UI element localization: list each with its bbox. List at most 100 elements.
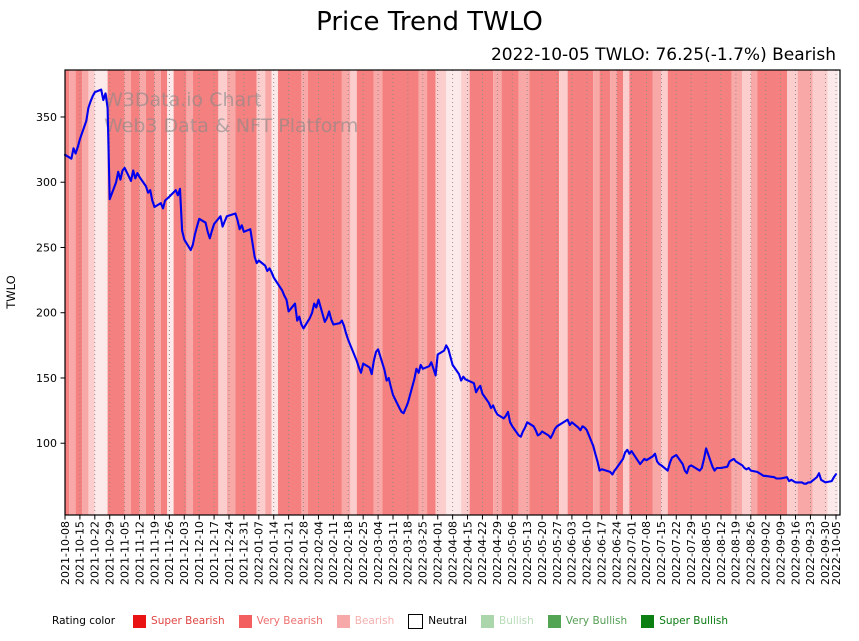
- rating-band: [154, 70, 161, 515]
- x-tick-label: 2022-05-27: [551, 521, 564, 585]
- rating-band: [757, 70, 788, 515]
- bullish-label: Bullish: [499, 615, 534, 627]
- x-tick-label: 2022-08-05: [700, 521, 713, 585]
- x-tick-label: 2022-06-10: [581, 521, 594, 585]
- bearish-swatch: [336, 614, 350, 628]
- rating-band: [493, 70, 502, 515]
- x-tick-label: 2022-04-08: [446, 521, 459, 585]
- rating-band: [235, 70, 257, 515]
- rating-band: [750, 70, 758, 515]
- rating-band: [382, 70, 419, 515]
- x-tick-label: 2022-03-11: [387, 521, 400, 585]
- x-tick-label: 2022-06-03: [566, 521, 579, 585]
- very-bullish-label: Very Bullish: [565, 615, 628, 627]
- rating-band: [661, 70, 668, 515]
- x-tick-label: 2022-02-25: [357, 521, 370, 585]
- legend-item-bearish: Bearish: [336, 614, 395, 628]
- rating-band: [667, 70, 732, 515]
- x-tick-label: 2022-04-22: [476, 521, 489, 585]
- rating-band: [446, 70, 462, 515]
- x-tick-label: 2022-01-21: [282, 521, 295, 585]
- rating-band: [145, 70, 155, 515]
- rating-band: [427, 70, 436, 515]
- y-tick-label: 250: [36, 241, 57, 254]
- y-tick-label: 200: [36, 307, 57, 320]
- x-tick-label: 2022-04-29: [491, 521, 504, 585]
- x-tick-label: 2022-06-17: [596, 521, 609, 585]
- very-bearish-swatch: [238, 614, 252, 628]
- bearish-label: Bearish: [354, 615, 395, 627]
- x-tick-label: 2022-07-29: [685, 521, 698, 585]
- rating-band: [307, 70, 342, 515]
- x-tick-label: 2022-01-28: [297, 521, 310, 585]
- x-tick-label: 2022-09-16: [789, 521, 802, 585]
- rating-band: [418, 70, 428, 515]
- x-tick-label: 2022-09-02: [760, 521, 773, 585]
- rating-band: [623, 70, 630, 515]
- x-tick-label: 2022-08-26: [745, 521, 758, 585]
- rating-band: [75, 70, 83, 515]
- price-series-line: [63, 88, 838, 485]
- x-tick-label: 2022-02-18: [342, 521, 355, 585]
- x-tick-label: 2022-01-14: [268, 521, 281, 585]
- x-tick-label: 2022-04-01: [432, 521, 445, 585]
- y-tick-label: 350: [36, 111, 57, 124]
- super-bullish-label: Super Bullish: [659, 615, 729, 627]
- x-tick-label: 2022-03-04: [372, 521, 385, 585]
- x-tick-label: 2022-07-15: [655, 521, 668, 585]
- rating-band: [226, 70, 236, 515]
- rating-band: [107, 70, 125, 515]
- x-tick-label: 2021-11-05: [118, 521, 131, 585]
- x-tick-label: 2021-12-24: [223, 521, 236, 585]
- rating-band: [160, 70, 168, 515]
- super-bullish-swatch: [641, 614, 655, 628]
- x-tick-label: 2022-03-18: [402, 521, 415, 585]
- x-tick-label: 2021-11-19: [148, 521, 161, 585]
- x-tick-label: 2022-07-22: [670, 521, 683, 585]
- x-tick-label: 2022-08-19: [730, 521, 743, 585]
- rating-band: [173, 70, 187, 515]
- legend-item-very-bearish: Very Bearish: [238, 614, 323, 628]
- rating-band: [356, 70, 374, 515]
- rating-band: [593, 70, 600, 515]
- x-tick-label: 2022-03-25: [417, 521, 430, 585]
- chart-title: Price Trend TWLO: [316, 7, 543, 37]
- rating-band: [82, 70, 89, 515]
- x-tick-label: 2022-09-30: [819, 521, 832, 585]
- neutral-label: Neutral: [428, 615, 467, 627]
- rating-band: [599, 70, 611, 515]
- rating-band: [812, 70, 828, 515]
- rating-band: [827, 70, 839, 515]
- rating-band: [139, 70, 146, 515]
- price-line: [63, 88, 838, 485]
- watermark-line2: Web3 Data & NFT Platform: [104, 115, 358, 137]
- x-tick-label: 2022-01-07: [253, 521, 266, 585]
- x-tick-label: 2022-02-04: [312, 521, 325, 585]
- rating-band: [271, 70, 278, 515]
- x-tick-label: 2022-04-15: [461, 521, 474, 585]
- super-bearish-swatch: [133, 614, 147, 628]
- x-tick-label: 2021-10-15: [74, 521, 87, 585]
- rating-band: [69, 70, 76, 515]
- y-tick-label: 150: [36, 372, 57, 385]
- legend-item-neutral: Neutral: [408, 613, 467, 629]
- rating-band: [277, 70, 302, 515]
- x-tick-label: 2022-07-08: [640, 521, 653, 585]
- rating-band: [501, 70, 519, 515]
- x-tick-label: 2022-05-06: [506, 521, 519, 585]
- rating-bands: [65, 70, 839, 515]
- rating-band: [559, 70, 568, 515]
- x-tick-label: 2022-09-23: [804, 521, 817, 585]
- bullish-swatch: [481, 614, 494, 628]
- rating-band: [301, 70, 308, 515]
- legend-item-super-bearish: Super Bearish: [133, 614, 225, 628]
- rating-band: [124, 70, 132, 515]
- rating-band: [167, 70, 174, 515]
- legend-item-very-bullish: Very Bullish: [547, 614, 628, 628]
- y-tick-label: 100: [36, 437, 57, 450]
- x-tick-label: 2021-10-08: [59, 521, 72, 585]
- neutral-swatch: [408, 613, 424, 629]
- x-tick-label: 2022-07-01: [625, 521, 638, 585]
